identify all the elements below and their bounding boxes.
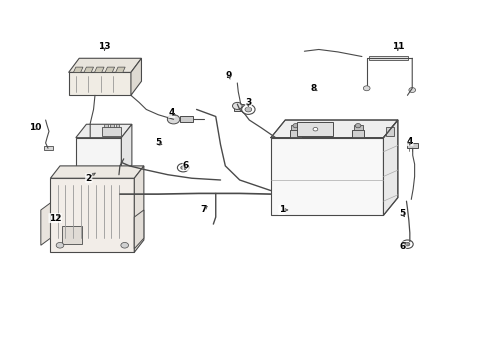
Text: 10: 10 [29,123,41,132]
Polygon shape [134,210,143,249]
Circle shape [121,242,128,248]
Bar [368,56,407,60]
Text: 13: 13 [98,42,111,51]
Polygon shape [383,120,397,215]
Bar [407,143,417,148]
Circle shape [56,242,64,248]
Bar [353,125,362,130]
Text: 2: 2 [85,174,92,183]
Circle shape [312,127,317,131]
Text: 4: 4 [406,137,412,146]
Polygon shape [84,67,93,72]
Text: 8: 8 [310,84,316,93]
Bar [62,226,81,243]
Bar [289,130,302,138]
Text: 1: 1 [278,206,285,215]
Circle shape [177,163,188,172]
Bar [351,130,364,138]
Text: 5: 5 [399,209,405,218]
Bar [297,122,332,136]
Text: 7: 7 [200,206,206,215]
Circle shape [292,123,298,128]
Bar [44,147,53,150]
Text: 6: 6 [399,242,405,251]
Circle shape [232,102,242,109]
Polygon shape [121,124,132,178]
Text: 3: 3 [244,98,251,107]
Polygon shape [94,67,104,72]
Polygon shape [68,58,141,72]
Text: 5: 5 [155,139,161,148]
Bar [291,125,300,130]
Bar [104,123,108,127]
Bar [385,127,394,136]
Polygon shape [105,67,114,72]
Bar [50,178,134,252]
Polygon shape [131,58,141,95]
Circle shape [404,242,409,246]
Bar [180,116,193,122]
Circle shape [244,107,251,112]
Polygon shape [115,67,125,72]
Text: 9: 9 [225,71,232,80]
Circle shape [354,123,360,128]
Bar [68,72,131,95]
Text: 11: 11 [391,42,403,51]
Polygon shape [73,67,83,72]
Bar [76,138,121,178]
Text: 4: 4 [168,108,175,117]
Bar [270,138,383,215]
Polygon shape [76,124,132,138]
Polygon shape [134,166,143,252]
Text: 12: 12 [49,213,61,222]
Bar [115,123,119,127]
Text: 6: 6 [183,161,189,170]
Bar [233,104,247,111]
Bar [102,127,121,136]
Circle shape [181,166,185,170]
Polygon shape [50,166,143,178]
Polygon shape [41,203,50,245]
Circle shape [408,87,415,93]
Circle shape [401,240,412,248]
Circle shape [241,104,255,114]
Circle shape [363,86,369,91]
Circle shape [167,115,180,124]
Polygon shape [270,120,397,138]
Bar [110,123,113,127]
